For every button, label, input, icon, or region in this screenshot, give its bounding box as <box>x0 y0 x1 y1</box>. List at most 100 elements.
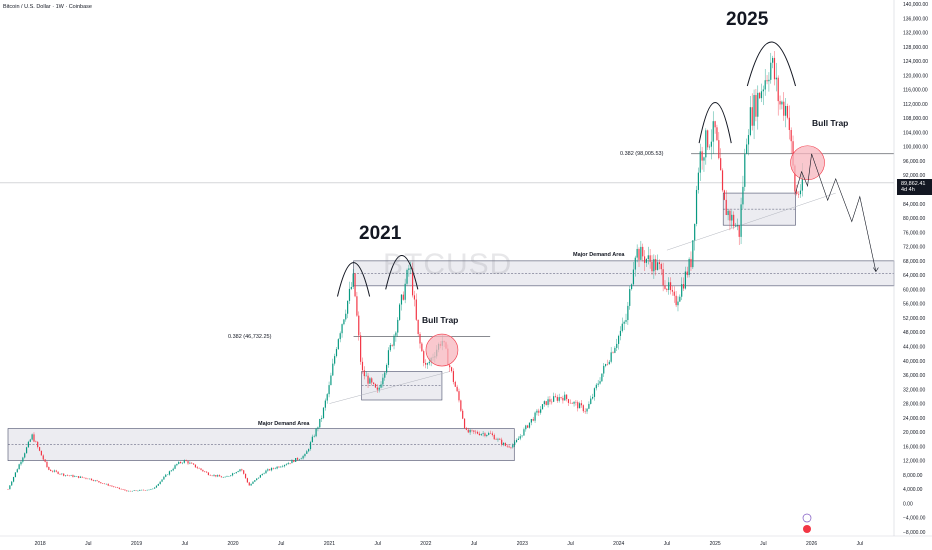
candle-body <box>592 396 594 399</box>
candle-body <box>475 431 477 433</box>
candle-body <box>536 410 538 413</box>
candle-body <box>50 469 52 472</box>
candle-body <box>389 344 391 351</box>
x-tick-label: 2026 <box>806 541 817 547</box>
candle-body <box>335 349 338 357</box>
candle-body <box>721 170 724 191</box>
candle-body <box>109 485 111 487</box>
candle-body <box>96 480 98 482</box>
candle-body <box>551 401 553 403</box>
candle-body <box>330 375 332 386</box>
candle-body <box>192 463 195 465</box>
candle-body <box>547 399 549 405</box>
candle-body <box>398 304 401 320</box>
candle-body <box>478 433 480 436</box>
candle-body <box>643 256 646 263</box>
candle-body <box>632 269 635 285</box>
candle-body <box>70 475 72 476</box>
candle-body <box>495 439 497 440</box>
candle-body <box>733 214 735 227</box>
candle-body <box>341 324 343 334</box>
candle-body <box>42 455 44 460</box>
candle-body <box>749 107 751 136</box>
candle-body <box>374 383 377 388</box>
candle-body <box>634 257 636 270</box>
candle-body <box>673 291 675 296</box>
candle-body <box>302 456 304 459</box>
candle-body <box>44 459 46 462</box>
candle-body <box>668 282 670 290</box>
candle-body <box>100 482 102 484</box>
candle-body <box>22 457 24 462</box>
candle-body <box>178 462 180 464</box>
candle-body <box>213 474 215 476</box>
candle-body <box>681 284 683 297</box>
candle-body <box>630 284 633 290</box>
candle-body <box>560 397 562 398</box>
x-tick-label: Jul <box>278 541 284 547</box>
candle-body <box>386 364 388 373</box>
candle-body <box>556 396 558 401</box>
candle-body <box>614 347 616 353</box>
candle-body <box>161 479 163 482</box>
candle-body <box>588 403 590 409</box>
y-tick-label: 56,000.00 <box>903 302 925 308</box>
candle-body <box>139 489 141 491</box>
candle-body <box>569 402 571 404</box>
candle-body <box>321 418 323 419</box>
candle-body <box>133 490 135 491</box>
candle-body <box>491 433 493 435</box>
fib-label-2025: 0.382 (98,005.53) <box>620 151 664 157</box>
candle-body <box>501 439 503 445</box>
candle-body <box>543 401 545 405</box>
candle-body <box>402 294 404 300</box>
candle-body <box>256 478 258 481</box>
y-axis[interactable]: 140,000.00 136,000.00 132,000.00 128,000.00… <box>893 0 928 536</box>
candle-body <box>222 477 224 478</box>
event-icon[interactable] <box>802 513 812 523</box>
candle-body <box>204 471 206 472</box>
candle-body <box>640 246 642 260</box>
candle-body <box>519 436 521 439</box>
top-arc <box>385 255 419 290</box>
candle-body <box>471 429 473 431</box>
candle-body <box>135 490 137 491</box>
candle-body <box>627 305 629 321</box>
candle-body <box>291 460 293 464</box>
current-price-value: 89,862.41 <box>901 180 926 187</box>
projection-path <box>795 153 877 272</box>
y-tick-label: 124,000.00 <box>903 59 928 65</box>
candle-body <box>298 459 300 460</box>
candle-body <box>46 461 48 468</box>
candle-body <box>248 482 250 486</box>
candle-body <box>187 461 189 464</box>
candle-body <box>35 441 37 443</box>
candle-body <box>617 335 620 344</box>
candle-body <box>658 262 661 264</box>
candle-body <box>454 381 456 387</box>
candle-body <box>764 80 766 90</box>
candle-body <box>183 460 185 463</box>
x-axis[interactable]: 2018 Jul 2019 Jul 2020 Jul 2021 Jul 2022 Jul 2023 J… <box>0 535 932 547</box>
candle-body <box>263 473 265 474</box>
candle-body <box>460 400 462 411</box>
candle-body <box>131 490 133 492</box>
y-tick-label: 120,000.00 <box>903 73 928 79</box>
candle-body <box>360 335 362 362</box>
annotation-bull-trap-2025: Bull Trap <box>812 118 849 128</box>
candle-body <box>391 344 393 346</box>
candle-body <box>482 433 484 434</box>
flag-icon[interactable] <box>803 525 811 533</box>
candle-body <box>786 105 789 118</box>
projection-arrow <box>873 267 879 273</box>
candle-body <box>155 485 158 488</box>
candle-body <box>465 428 468 430</box>
candle-body <box>584 411 586 412</box>
candle-body <box>417 319 419 334</box>
candle-body <box>137 490 139 492</box>
annotation-year-2021: 2021 <box>359 223 402 244</box>
candle-body <box>343 319 345 325</box>
candle-body <box>692 240 694 268</box>
y-tick-label: 72,000.00 <box>903 245 925 251</box>
